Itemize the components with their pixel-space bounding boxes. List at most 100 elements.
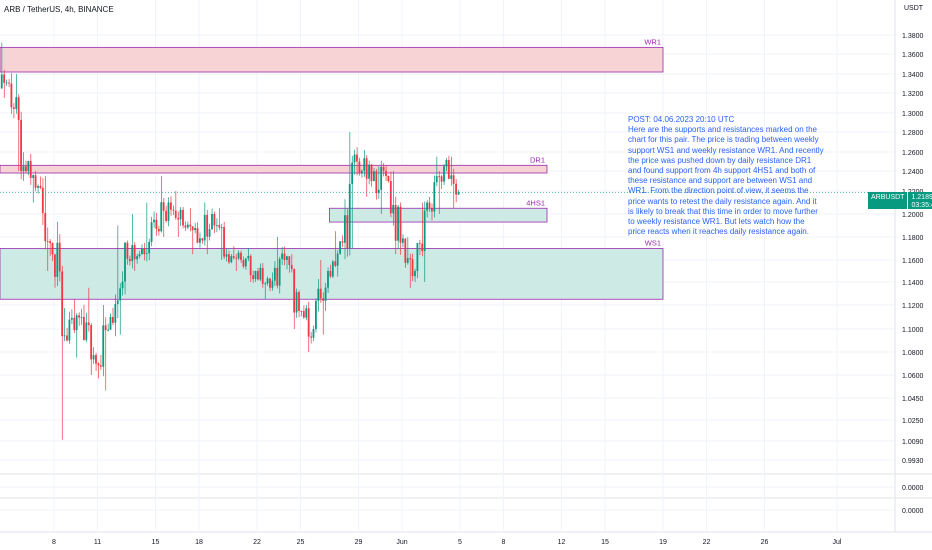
candle-body	[63, 335, 66, 337]
candle-body	[27, 160, 30, 172]
candle-body	[242, 260, 245, 267]
zone-4hs1	[329, 207, 548, 223]
candle-body	[3, 74, 6, 83]
candle-body	[58, 242, 61, 272]
time-axis[interactable]: 8 11 15 18 22 25 29 Jun 5 8 12 15 19 22 26 Jul	[52, 539, 842, 546]
candle-body	[167, 202, 170, 221]
price-tick-label: 1.1000	[902, 327, 924, 334]
zone-label-ws1: WS1	[645, 239, 661, 248]
candle-body	[358, 161, 361, 174]
candle-body	[68, 319, 71, 341]
candle-body	[445, 159, 448, 167]
zone-label-dr1: DR1	[530, 155, 545, 164]
candle-body	[276, 267, 279, 286]
price-tick-label: 1.2000	[902, 212, 924, 219]
time-tick-label: 18	[195, 539, 203, 546]
candle-body	[95, 355, 97, 364]
candle-body	[138, 254, 141, 257]
candle-body	[0, 74, 3, 89]
candle-body	[157, 228, 160, 232]
price-tag-countdown: 03:35:49	[911, 202, 932, 209]
candle-body	[440, 176, 443, 182]
candle-body	[240, 252, 242, 260]
candle-body	[431, 208, 433, 212]
analysis-note-text: POST: 04.06.2023 20:10 UTC Here are the …	[628, 115, 824, 237]
candle-body	[382, 166, 385, 171]
time-tick-label: 12	[558, 539, 566, 546]
zone-dr1	[0, 164, 548, 174]
time-tick-label: 19	[659, 539, 667, 546]
candle-body	[435, 176, 438, 183]
candle-body	[334, 261, 337, 266]
candle-body	[99, 365, 102, 367]
candle-body	[141, 248, 143, 255]
candle-body	[288, 256, 291, 265]
candle-body	[273, 267, 276, 281]
candle-body	[264, 283, 267, 285]
candle-body	[208, 229, 211, 237]
candle-body	[46, 241, 49, 242]
price-tick-label: 1.0450	[902, 396, 924, 403]
candle-body	[302, 311, 305, 318]
candle-body	[373, 171, 375, 181]
price-tick-label: 1.0250	[902, 418, 924, 425]
candle-body	[29, 160, 32, 178]
candle-body	[317, 288, 320, 301]
candle-body	[423, 210, 426, 251]
candle-body	[220, 227, 223, 228]
time-tick-label: 11	[94, 539, 101, 546]
candle-body	[406, 258, 409, 263]
candle-body	[184, 225, 187, 228]
candle-body	[341, 241, 344, 243]
candle-body	[339, 241, 341, 254]
candle-body	[179, 209, 182, 220]
candle-body	[54, 254, 56, 277]
zone-ws1	[0, 248, 664, 300]
candle-body	[25, 166, 27, 172]
time-tick-label: 26	[761, 539, 769, 546]
candle-body	[70, 317, 73, 320]
candle-body	[351, 162, 354, 184]
candle-body	[66, 335, 68, 341]
price-tick-label: 1.2400	[902, 169, 924, 176]
candle-body	[97, 363, 100, 366]
candle-body	[421, 243, 424, 251]
candle-body	[17, 97, 20, 121]
candle-body	[32, 175, 35, 178]
time-tick-label: 15	[601, 539, 609, 546]
candle-body	[191, 226, 194, 231]
candle-body	[83, 317, 85, 340]
price-tick-label: 1.3200	[902, 91, 924, 98]
candle-body	[15, 97, 18, 109]
candle-body	[380, 166, 383, 190]
candle-body	[324, 287, 327, 301]
candle-body	[5, 82, 8, 84]
candle-body	[41, 187, 44, 213]
candle-body	[336, 253, 339, 266]
candle-body	[404, 238, 407, 263]
candle-body	[452, 175, 455, 184]
candle-body	[428, 202, 431, 209]
candle-body	[199, 238, 201, 243]
time-tick-label: 15	[152, 539, 160, 546]
candle-body	[247, 255, 250, 259]
candle-body	[182, 209, 184, 226]
candle-body	[78, 315, 80, 318]
candle-body	[153, 219, 155, 223]
candle-body	[145, 253, 148, 255]
price-tag-symbol: ARBUSDT	[868, 192, 909, 209]
price-axis[interactable]: 1.3800 1.3600 1.3400 1.3200 1.3000 1.2800 1.26…	[894, 0, 924, 532]
time-tick-label: 25	[297, 539, 305, 546]
candle-body	[85, 322, 88, 340]
time-tick-label: 22	[703, 539, 711, 546]
candle-body	[346, 215, 349, 249]
candle-body	[261, 267, 264, 284]
candle-body	[365, 158, 368, 179]
price-tick-label: 0.0000	[902, 485, 924, 492]
candle-body	[223, 227, 225, 257]
candle-body	[368, 164, 370, 179]
candle-body	[402, 238, 404, 243]
time-tick-label: 8	[52, 539, 56, 546]
candle-body	[411, 259, 414, 277]
